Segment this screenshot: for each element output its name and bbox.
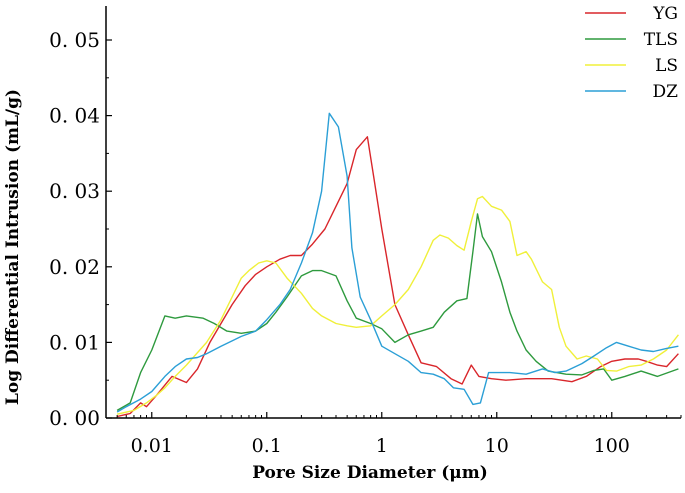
x-tick-label: 10 — [485, 435, 509, 457]
axes: 0. 00 0. 01 0. 02 0. 03 0. 04 0. 05 0.01 0.1 1 10… — [49, 6, 682, 457]
y-tick-label: 0. 00 — [49, 406, 100, 430]
y-tick-label: 0. 01 — [49, 330, 100, 354]
legend-label-dz: DZ — [653, 82, 679, 102]
y-tick-label: 0. 03 — [49, 179, 100, 203]
y-axis-title: Log Differential Intrusion (mL/g) — [3, 89, 23, 405]
x-axis-title: Pore Size Diameter (μm) — [252, 463, 488, 483]
series-line-dz — [116, 112, 679, 413]
legend: YG TLS LS DZ — [585, 4, 678, 102]
x-tick-label: 0.1 — [252, 435, 282, 457]
series-layer — [116, 112, 679, 418]
y-tick-label: 0. 04 — [49, 104, 100, 128]
legend-label-ls: LS — [655, 56, 678, 76]
x-tick-label: 100 — [594, 435, 630, 457]
legend-label-tls: TLS — [644, 30, 678, 50]
series-line-ls — [116, 195, 679, 415]
y-tick-label: 0. 02 — [49, 255, 100, 279]
legend-label-yg: YG — [652, 4, 678, 24]
x-tick-label: 0.01 — [131, 435, 173, 457]
x-tick-label: 1 — [376, 435, 388, 457]
y-tick-label: 0. 05 — [49, 28, 100, 52]
series-line-yg — [116, 136, 679, 418]
series-line-tls — [116, 213, 679, 412]
